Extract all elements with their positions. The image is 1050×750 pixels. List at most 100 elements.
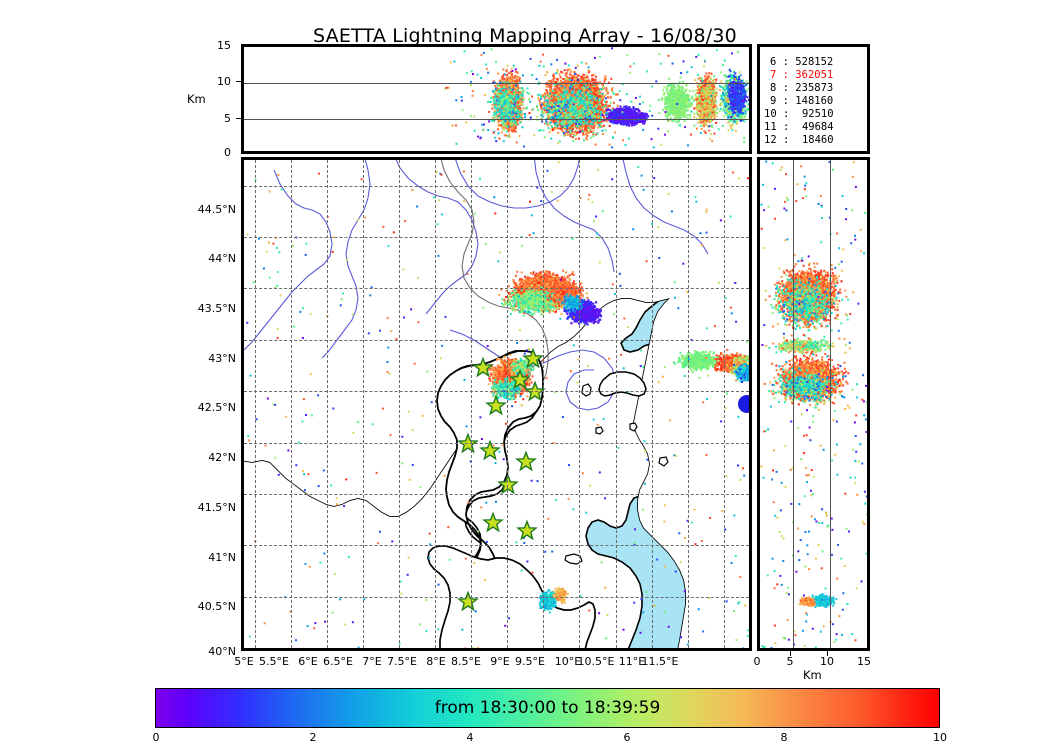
lightning-source-point [516, 123, 519, 126]
lightning-source-point [511, 119, 513, 122]
lightning-source-point [520, 103, 523, 106]
lightning-source-point [492, 95, 495, 98]
lightning-source-point [513, 129, 516, 132]
lightning-source-point [603, 80, 606, 83]
lightning-source-point [507, 122, 510, 125]
lightning-source-point [518, 107, 521, 110]
altitude-longitude-panel[interactable] [241, 44, 752, 154]
lightning-source-point [551, 127, 554, 130]
lightning-source-point [513, 127, 516, 130]
lightning-source-point [514, 104, 517, 107]
lightning-source-point [522, 98, 525, 101]
lightning-source-point [506, 91, 509, 94]
lightning-source-point [590, 130, 593, 133]
lightning-source-point [502, 123, 504, 126]
lightning-source-point [503, 81, 506, 84]
lightning-source-point [515, 109, 517, 111]
lightning-source-point [506, 74, 509, 76]
lightning-source-point [510, 96, 513, 99]
lightning-source-point [578, 79, 580, 82]
lightning-source-point [495, 86, 498, 89]
lightning-source-point [499, 81, 501, 84]
lightning-source-point [504, 85, 507, 88]
lightning-source-point [509, 113, 512, 116]
lightning-source-point [526, 91, 529, 94]
lightning-source-point [507, 130, 510, 133]
lightning-source-point [502, 122, 505, 125]
lightning-source-point [506, 125, 508, 128]
lightning-source-point [493, 110, 496, 113]
lightning-source-point [498, 91, 501, 94]
lightning-source-point [510, 67, 513, 70]
lightning-source-point [494, 93, 497, 96]
lightning-source-point [592, 124, 595, 127]
lightning-source-point [507, 109, 510, 112]
lightning-source-point [487, 101, 489, 104]
lightning-source-point [502, 76, 505, 79]
lightning-source-point [515, 77, 518, 80]
lightning-source-point [506, 121, 509, 124]
lightning-source-point [500, 109, 503, 112]
lightning-source-point [502, 97, 505, 100]
lightning-source-point [519, 98, 522, 101]
lightning-source-point [497, 111, 500, 114]
lightning-source-point [591, 126, 594, 129]
lightning-source-point [517, 76, 520, 78]
lightning-source-point [494, 95, 497, 97]
lightning-source-point [550, 105, 553, 108]
lightning-source-point [515, 97, 518, 99]
lightning-source-point [513, 84, 516, 87]
lightning-source-point [504, 95, 507, 98]
lightning-source-point [518, 91, 521, 94]
lightning-source-point [516, 104, 519, 107]
lightning-source-point [503, 120, 505, 123]
lightning-source-point [512, 130, 515, 133]
lightning-source-point [511, 83, 514, 86]
lightning-source-point [514, 125, 517, 128]
lightning-source-point [508, 96, 511, 99]
lightning-source-point [499, 119, 502, 122]
lightning-source-point [605, 103, 608, 106]
lightning-source-point [516, 122, 519, 125]
lightning-source-point [503, 125, 506, 128]
lightning-source-point [512, 110, 515, 113]
lightning-source-point [498, 89, 501, 92]
lightning-source-point [509, 109, 512, 112]
lightning-source-point [493, 106, 496, 109]
lightning-source-point [515, 130, 517, 133]
lightning-source-point [513, 93, 516, 96]
lightning-source-point [521, 87, 523, 90]
lightning-source-point [515, 89, 518, 92]
lightning-source-point [496, 93, 499, 96]
lightning-source-point [493, 89, 496, 92]
lightning-source-point [497, 115, 500, 118]
lightning-source-point [493, 111, 495, 114]
lightning-source-point [583, 124, 586, 127]
lightning-source-point [513, 91, 515, 94]
lightning-source-point [507, 135, 510, 138]
lightning-source-point [512, 113, 514, 116]
lightning-source-point [503, 110, 506, 112]
lightning-source-point [497, 125, 500, 127]
lightning-source-point [499, 99, 502, 102]
lightning-source-point [499, 104, 501, 107]
lightning-source-point [511, 120, 514, 123]
lightning-source-point [501, 126, 504, 129]
lightning-source-point [552, 80, 555, 83]
lightning-source-point [494, 85, 496, 88]
lightning-source-point [510, 106, 513, 109]
lightning-source-point [516, 102, 519, 105]
lightning-source-point [511, 125, 514, 128]
lightning-source-point [501, 80, 504, 83]
lightning-source-point [512, 76, 515, 79]
lightning-source-point [496, 95, 499, 98]
lightning-source-point [517, 113, 520, 116]
lightning-source-point [497, 128, 499, 131]
lightning-source-point [501, 87, 504, 90]
lightning-source-point [495, 99, 498, 102]
lightning-source-point [514, 100, 517, 103]
lightning-source-point [586, 76, 589, 79]
lightning-source-point [514, 75, 517, 78]
lightning-source-point [515, 88, 518, 91]
lightning-source-point [498, 137, 501, 140]
